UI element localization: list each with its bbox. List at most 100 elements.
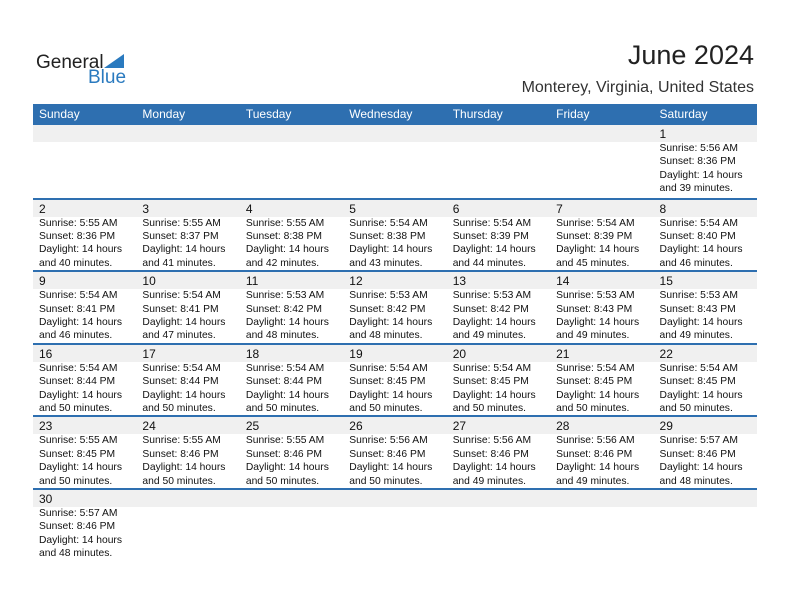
daylight-text: Daylight: 14 hours — [349, 389, 433, 401]
sunrise-text: Sunrise: 5:54 AM — [556, 217, 635, 229]
page-title: June 2024 — [627, 40, 754, 70]
day-number: 13 — [452, 274, 467, 289]
sunrise-text: Sunrise: 5:54 AM — [349, 362, 428, 374]
week-row: 30 Sunrise: 5:57 AM Sunset: 8:46 PM Dayligh… — [33, 487, 757, 561]
empty-cell — [343, 490, 446, 561]
weekday-thursday: Thursday — [452, 107, 503, 121]
day-number: 29 — [659, 419, 673, 434]
day-cell: 17 Sunrise: 5:54 AM Sunset: 8:44 PM Dayligh… — [136, 345, 239, 416]
day-number: 8 — [659, 201, 667, 216]
day-cell: 23 Sunrise: 5:55 AM Sunset: 8:45 PM Dayligh… — [33, 417, 136, 488]
daylight-text: Daylight: 14 hours — [452, 244, 536, 256]
sunset-text: Sunset: 8:43 PM — [556, 303, 633, 315]
day-number: 18 — [245, 346, 260, 361]
day-cell: 27 Sunrise: 5:56 AM Sunset: 8:46 PM Dayligh… — [447, 417, 550, 488]
day-number: 11 — [245, 274, 259, 289]
daylight-text: Daylight: 14 hours — [659, 244, 743, 256]
daylight-text: Daylight: 14 hours — [659, 317, 743, 328]
daylight-minutes-text: and 50 minutes. — [245, 403, 320, 414]
sunset-text: Sunset: 8:41 PM — [142, 303, 219, 315]
daylight-minutes-text: and 49 minutes. — [556, 330, 630, 342]
daylight-text: Daylight: 14 hours — [142, 317, 226, 328]
empty-cell — [33, 125, 136, 198]
sunrise-text: Sunrise: 5:54 AM — [349, 217, 428, 229]
daylight-text: Daylight: 14 hours — [556, 389, 640, 401]
day-cell: 18 Sunrise: 5:54 AM Sunset: 8:44 PM Dayligh… — [240, 345, 343, 416]
empty-cell — [136, 125, 239, 198]
day-cell: 22 Sunrise: 5:54 AM Sunset: 8:45 PM Dayligh… — [654, 345, 757, 416]
sunset-text: Sunset: 8:45 PM — [39, 448, 116, 460]
day-number: 16 — [39, 346, 53, 361]
day-cell: 28 Sunrise: 5:56 AM Sunset: 8:46 PM Dayligh… — [550, 417, 653, 488]
sunrise-text: Sunrise: 5:54 AM — [142, 362, 221, 374]
location-subtitle: Monterey, Virginia, United States — [521, 79, 754, 96]
day-cell: 26 Sunrise: 5:56 AM Sunset: 8:46 PM Dayligh… — [343, 417, 446, 488]
empty-cell — [240, 490, 343, 561]
sunrise-text: Sunrise: 5:54 AM — [142, 290, 221, 302]
sunrise-text: Sunrise: 5:55 AM — [39, 217, 118, 229]
empty-cell — [654, 490, 757, 561]
daylight-minutes-text: and 44 minutes. — [452, 257, 526, 269]
day-cell: 4 Sunrise: 5:55 AM Sunset: 8:38 PM Daylight… — [240, 200, 343, 271]
empty-cell — [447, 125, 550, 198]
daylight-text: Daylight: 14 hours — [556, 317, 640, 328]
sunset-text: Sunset: 8:42 PM — [452, 303, 529, 315]
empty-cell — [447, 490, 550, 561]
daylight-minutes-text: and 49 minutes. — [452, 330, 526, 342]
day-cell: 20 Sunrise: 5:54 AM Sunset: 8:45 PM Dayligh… — [447, 345, 550, 416]
sunset-text: Sunset: 8:46 PM — [452, 448, 529, 460]
logo-text-blue: Blue — [88, 67, 127, 88]
daylight-text: Daylight: 14 hours — [39, 317, 122, 328]
sunset-text: Sunset: 8:46 PM — [556, 448, 633, 460]
daylight-minutes-text: and 46 minutes. — [659, 257, 733, 269]
daylight-text: Daylight: 14 hours — [245, 462, 329, 474]
daylight-text: Daylight: 14 hours — [659, 389, 743, 401]
week-row: 2 Sunrise: 5:55 AM Sunset: 8:36 PM Daylight… — [33, 197, 757, 271]
sunrise-text: Sunrise: 5:55 AM — [142, 217, 221, 229]
sunset-text: Sunset: 8:39 PM — [556, 231, 633, 242]
calendar-grid: Sunday Monday Tuesday Wednesday Thursday Frid… — [33, 104, 757, 561]
day-number: 5 — [349, 201, 356, 216]
daylight-minutes-text: and 43 minutes. — [349, 257, 423, 269]
sunset-text: Sunset: 8:36 PM — [39, 231, 116, 242]
day-number: 30 — [39, 491, 53, 506]
day-number: 27 — [452, 419, 467, 434]
daylight-minutes-text: and 50 minutes. — [659, 403, 733, 414]
day-number: 2 — [39, 201, 46, 216]
day-cell: 13 Sunrise: 5:53 AM Sunset: 8:42 PM Dayligh… — [447, 272, 550, 343]
daylight-text: Daylight: 14 hours — [245, 317, 329, 328]
sunrise-text: Sunrise: 5:54 AM — [659, 362, 738, 374]
daylight-minutes-text: and 41 minutes. — [142, 257, 216, 269]
day-cell: 6 Sunrise: 5:54 AM Sunset: 8:39 PM Daylight… — [447, 200, 550, 271]
day-number: 15 — [659, 274, 673, 289]
daylight-minutes-text: and 40 minutes. — [39, 257, 113, 269]
daylight-minutes-text: and 49 minutes. — [556, 475, 630, 487]
day-cell: 12 Sunrise: 5:53 AM Sunset: 8:42 PM Dayligh… — [343, 272, 446, 343]
daylight-text: Daylight: 14 hours — [39, 462, 122, 474]
daylight-text: Daylight: 14 hours — [349, 462, 433, 474]
daylight-minutes-text: and 47 minutes. — [142, 330, 216, 342]
weekday-monday: Monday — [142, 107, 186, 121]
sunset-text: Sunset: 8:43 PM — [659, 303, 736, 315]
daylight-text: Daylight: 14 hours — [39, 244, 122, 256]
day-cell: 1 Sunrise: 5:56 AM Sunset: 8:36 PM Daylight… — [654, 125, 757, 198]
daylight-text: Daylight: 14 hours — [349, 317, 433, 328]
day-number: 17 — [142, 346, 156, 361]
sunrise-text: Sunrise: 5:56 AM — [659, 143, 738, 154]
sunset-text: Sunset: 8:46 PM — [349, 448, 426, 460]
daylight-minutes-text: and 48 minutes. — [349, 330, 423, 342]
day-cell: 29 Sunrise: 5:57 AM Sunset: 8:46 PM Dayligh… — [654, 417, 757, 488]
day-cell: 7 Sunrise: 5:54 AM Sunset: 8:39 PM Daylight… — [550, 200, 653, 271]
daylight-text: Daylight: 14 hours — [452, 317, 536, 328]
sunset-text: Sunset: 8:38 PM — [349, 231, 426, 242]
day-cell: 11 Sunrise: 5:53 AM Sunset: 8:42 PM Dayligh… — [240, 272, 343, 343]
day-number: 22 — [659, 346, 673, 361]
daylight-text: Daylight: 14 hours — [39, 534, 122, 546]
weekday-friday: Friday — [556, 107, 590, 121]
daylight-minutes-text: and 50 minutes. — [245, 475, 320, 487]
sunrise-text: Sunrise: 5:54 AM — [452, 217, 532, 229]
day-number: 24 — [142, 419, 156, 434]
daylight-text: Daylight: 14 hours — [349, 244, 433, 256]
day-cell: 9 Sunrise: 5:54 AM Sunset: 8:41 PM Daylight… — [33, 272, 136, 343]
daylight-minutes-text: and 48 minutes. — [245, 330, 320, 342]
